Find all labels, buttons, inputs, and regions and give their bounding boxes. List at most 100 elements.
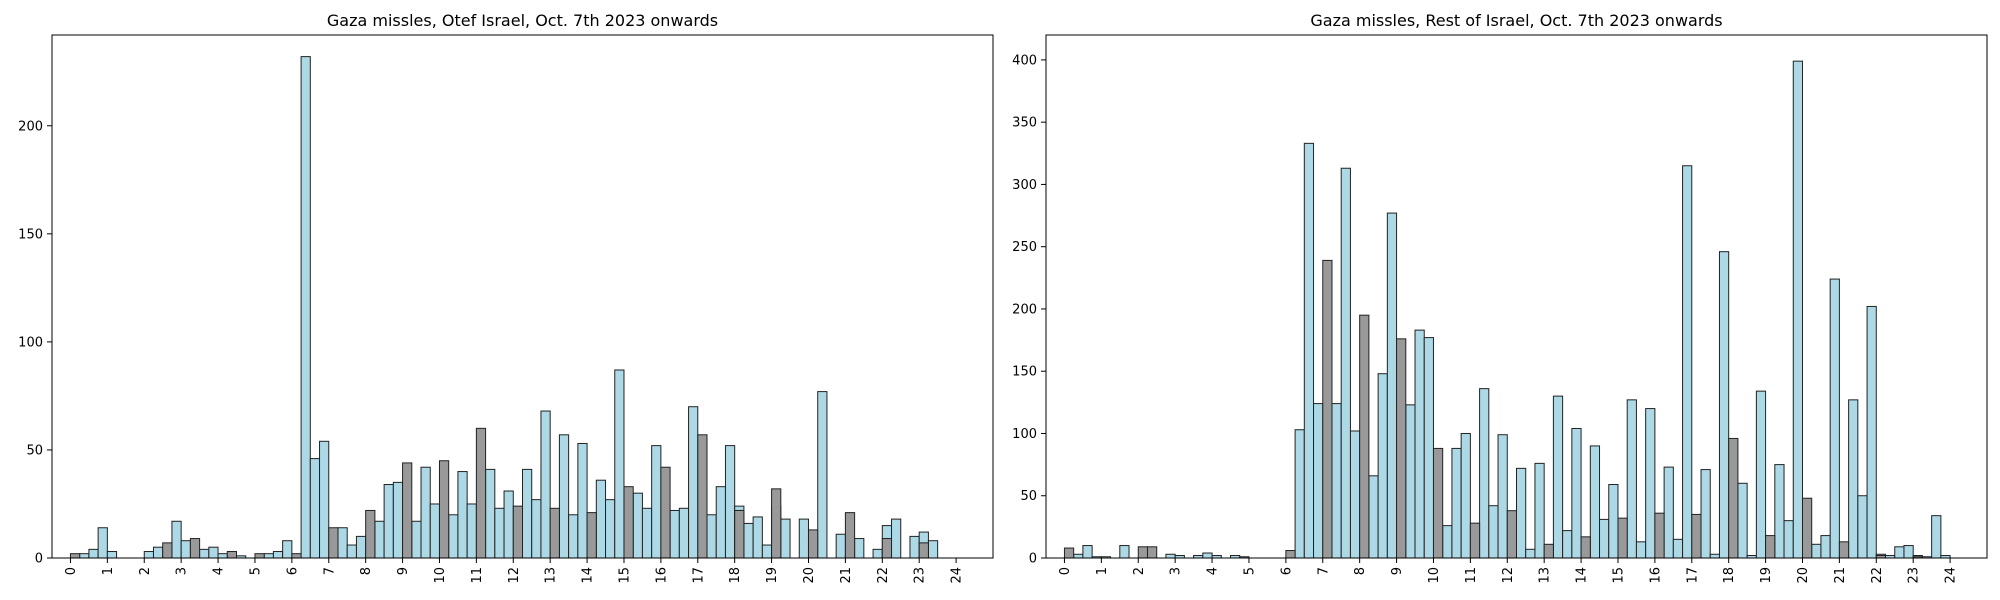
y-tick-label: 250 (1012, 240, 1037, 255)
bar-series-1-bin-18 (1801, 497, 1813, 559)
y-tick-label: 0 (1029, 552, 1037, 567)
bar-series-0-bin-6 (171, 520, 182, 559)
bar-series-1-bin-20 (844, 512, 856, 559)
x-tick-label: 7 (322, 567, 337, 575)
bar-series-0-bin-24 (411, 520, 422, 559)
y-tick-label: 150 (1012, 365, 1037, 380)
bar-series-0-bin-33 (522, 468, 533, 559)
bar-series-0-bin-30 (485, 468, 496, 559)
bar-series-0-bin-51 (1783, 520, 1794, 559)
bar-series-0-bin-32 (1552, 395, 1564, 559)
bar-series-0-bin-27 (1488, 505, 1499, 559)
bar-series-0-bin-21 (374, 520, 385, 559)
x-tick-label: 2 (138, 567, 153, 575)
bar-series-0-bin-9 (208, 546, 219, 559)
x-tick-label: 22 (876, 567, 891, 584)
bar-series-1-bin-0 (1063, 547, 1075, 559)
y-tick-label: 350 (1012, 116, 1037, 131)
y-tick-label: 300 (1012, 178, 1037, 193)
bar-series-0-bin-16 (1349, 430, 1361, 559)
bar-series-0-bin-37 (568, 514, 579, 559)
bar-series-0-bin-40 (605, 499, 616, 559)
bar-series-1-bin-6 (328, 527, 339, 559)
x-tick-label: 24 (1944, 567, 1959, 584)
bar-series-0-bin-19 (346, 544, 357, 559)
bar-series-0-bin-45 (669, 509, 680, 559)
bar-series-1-bin-13 (1617, 517, 1628, 559)
bar-series-1-bin-9 (1469, 522, 1481, 559)
x-tick-label: 14 (1575, 567, 1590, 584)
bar-series-0-bin-28 (1497, 434, 1508, 559)
bar-series-0-bin-33 (1562, 530, 1573, 559)
bar-series-0-bin-26 (429, 503, 440, 559)
x-tick-label: 10 (433, 567, 448, 584)
bar-series-0-bin-13 (272, 551, 284, 559)
bar-series-0-bin-30 (1525, 548, 1536, 559)
x-tick-label: 13 (544, 567, 559, 584)
bar-series-0-bin-46 (678, 507, 690, 559)
bar-series-0-bin-62 (854, 538, 865, 559)
bar-series-0-bin-35 (1589, 445, 1601, 559)
bar-series-1-bin-8 (402, 462, 413, 559)
bar-series-1-bin-10 (475, 427, 487, 559)
plot-frame (51, 34, 994, 559)
bar-series-0-bin-35 (540, 410, 551, 559)
x-tick-label: 1 (101, 567, 116, 575)
bar-series-1-bin-18 (771, 488, 782, 559)
bar-series-0-bin-43 (641, 507, 653, 559)
bar-series-0-bin-34 (531, 499, 542, 559)
bar-series-1-bin-17 (734, 509, 745, 559)
y-tick-label: 400 (1012, 53, 1037, 68)
x-tick-label: 7 (1316, 567, 1331, 575)
bar-series-0-bin-49 (1755, 390, 1767, 559)
x-tick-label: 18 (728, 567, 743, 584)
bar-series-0-bin-1 (88, 548, 99, 559)
bar-series-0-bin-27 (448, 514, 459, 559)
bar-series-0-bin-16 (309, 458, 321, 559)
bar-series-0-bin-8 (1202, 552, 1213, 559)
bar-series-0-bin-18 (337, 527, 348, 559)
x-tick-label: 23 (1907, 567, 1922, 584)
bar-series-0-bin-4 (143, 551, 154, 559)
bar-series-1-bin-2 (189, 538, 201, 559)
bar-series-1-bin-21 (881, 538, 893, 559)
bar-series-0-bin-50 (1774, 464, 1785, 559)
bar-series-0-bin-15 (1340, 167, 1351, 559)
x-tick-label: 0 (64, 567, 79, 575)
x-tick-label: 16 (1648, 567, 1663, 584)
bar-series-1-bin-9 (438, 460, 450, 559)
bar-series-0-bin-22 (1423, 337, 1434, 559)
bar-series-0-bin-42 (632, 492, 643, 559)
bar-series-0-bin-63 (872, 548, 883, 559)
bar-series-0-bin-19 (1386, 212, 1398, 559)
x-tick-label: 23 (913, 567, 928, 584)
bar-series-0-bin-8 (199, 548, 210, 559)
x-tick-label: 1 (1095, 567, 1110, 575)
x-tick-label: 4 (212, 567, 227, 575)
bar-series-0-bin-3 (106, 551, 118, 559)
bar-series-0-bin-4 (1119, 545, 1130, 559)
bar-series-1-bin-22 (918, 542, 929, 559)
bar-series-1-bin-11 (512, 505, 524, 559)
bar-series-1-bin-4 (254, 553, 265, 559)
bar-series-0-bin-20 (355, 535, 367, 559)
bar-series-1-bin-5 (1322, 259, 1333, 559)
y-tick-label: 200 (1012, 302, 1037, 317)
x-tick-label: 20 (1796, 567, 1811, 584)
bar-series-1-bin-12 (549, 507, 560, 559)
chart-title: Gaza missles, Otef Israel, Oct. 7th 2023… (327, 11, 718, 30)
bar-series-1-bin-1 (1137, 546, 1148, 559)
x-tick-label: 20 (802, 567, 817, 584)
bar-series-1-bin-11 (1543, 543, 1554, 559)
bar-series-0-bin-57 (798, 518, 809, 559)
bar-series-0-bin-57 (1857, 495, 1868, 559)
x-tick-label: 13 (1538, 567, 1553, 584)
bar-series-0-bin-13 (1313, 403, 1324, 559)
bar-series-0-bin-14 (282, 540, 293, 559)
chart-otef-israel: Gaza missles, Otef Israel, Oct. 7th 2023… (18, 11, 994, 584)
x-tick-label: 19 (1759, 567, 1774, 584)
bar-series-1-bin-16 (697, 434, 708, 559)
bar-series-0-bin-59 (817, 391, 828, 559)
bar-series-0-bin-41 (614, 369, 625, 559)
